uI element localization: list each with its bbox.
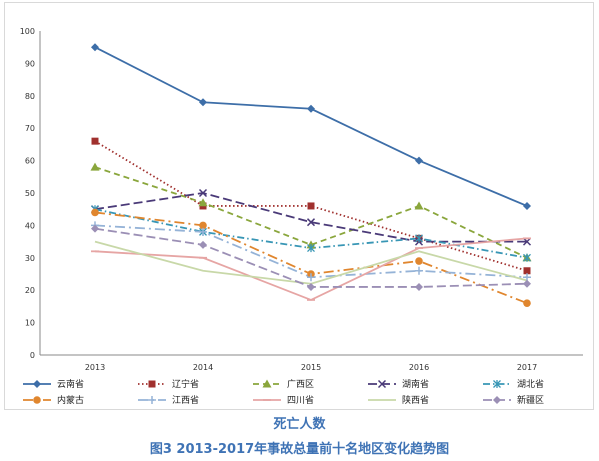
legend-label: 新疆区 bbox=[517, 394, 544, 406]
data-point bbox=[415, 266, 423, 275]
y-tick-label: 50 bbox=[25, 189, 35, 198]
y-tick-label: 10 bbox=[25, 319, 35, 328]
series-markers bbox=[90, 43, 532, 307]
data-point bbox=[523, 267, 531, 275]
chart-frame: 0 10 20 30 40 50 60 70 80 90 100 2013 2014 2015 2016 2… bbox=[4, 2, 594, 410]
y-tick-label: 20 bbox=[25, 286, 35, 295]
data-point bbox=[307, 104, 315, 113]
y-tick-label: 40 bbox=[25, 221, 35, 230]
data-point bbox=[90, 162, 100, 171]
y-tick-label: 60 bbox=[25, 157, 35, 166]
data-point bbox=[523, 299, 531, 307]
legend-label: 江西省 bbox=[172, 394, 199, 406]
x-tick-label: 2014 bbox=[193, 363, 213, 372]
legend-item: 湖南省 bbox=[368, 378, 429, 390]
series-line-2 bbox=[94, 166, 528, 259]
data-point bbox=[91, 43, 99, 52]
legend-marker bbox=[493, 380, 501, 388]
data-point bbox=[523, 253, 531, 262]
data-point bbox=[91, 137, 99, 145]
legend-item: 内蒙古 bbox=[23, 394, 84, 406]
data-point bbox=[307, 244, 315, 253]
data-point bbox=[306, 218, 316, 227]
x-tick-label: 2017 bbox=[517, 363, 537, 372]
legend-item: 云南省 bbox=[23, 378, 84, 390]
data-point bbox=[415, 282, 423, 291]
x-tick-label: 2015 bbox=[301, 363, 321, 372]
x-axis-title: 死亡人数 bbox=[273, 417, 326, 432]
data-point bbox=[91, 208, 99, 217]
legend-marker bbox=[493, 396, 501, 404]
legend-marker bbox=[262, 379, 272, 388]
y-tick-label: 30 bbox=[25, 254, 35, 263]
legend-item: 陕西省 bbox=[368, 394, 429, 406]
data-point bbox=[415, 156, 423, 165]
x-tick-label: 2013 bbox=[85, 363, 105, 372]
legend-item: 广西区 bbox=[253, 378, 314, 390]
legend-label: 广西区 bbox=[287, 378, 314, 390]
legend-marker bbox=[33, 396, 41, 404]
data-point bbox=[307, 273, 315, 282]
legend-label: 陕西省 bbox=[402, 394, 429, 406]
data-point bbox=[307, 282, 315, 291]
legend-item: 湖北省 bbox=[483, 378, 544, 390]
data-point bbox=[199, 98, 207, 107]
data-point bbox=[414, 201, 424, 210]
legend-label: 湖南省 bbox=[402, 378, 429, 390]
legend-label: 内蒙古 bbox=[57, 394, 84, 406]
series-line-0 bbox=[94, 46, 528, 207]
legend-item: 四川省 bbox=[253, 394, 314, 406]
data-point bbox=[522, 237, 532, 246]
y-tick-label: 0 bbox=[30, 351, 35, 360]
data-point bbox=[415, 234, 423, 243]
x-tick-label: 2016 bbox=[409, 363, 429, 372]
legend-item: 辽宁省 bbox=[138, 378, 199, 390]
legend-marker bbox=[33, 380, 41, 388]
y-tick-label: 90 bbox=[25, 59, 35, 68]
data-point bbox=[199, 240, 207, 249]
data-point bbox=[523, 201, 531, 210]
series-lines bbox=[94, 46, 528, 304]
data-point bbox=[199, 221, 207, 230]
y-tick-label: 70 bbox=[25, 124, 35, 133]
legend-marker bbox=[148, 380, 156, 388]
legend-label: 辽宁省 bbox=[172, 378, 199, 390]
data-point bbox=[198, 188, 208, 198]
data-point bbox=[91, 224, 99, 233]
y-tick-label: 100 bbox=[20, 27, 35, 36]
figure-caption: 图3 2013-2017年事故总量前十名地区变化趋势图 bbox=[149, 442, 450, 457]
data-point bbox=[523, 279, 531, 288]
data-point bbox=[198, 198, 208, 207]
legend-label: 云南省 bbox=[57, 378, 84, 390]
legend-label: 湖北省 bbox=[517, 378, 544, 390]
y-tick-label: 80 bbox=[25, 92, 35, 101]
series-line-3 bbox=[94, 192, 527, 243]
series-line-1 bbox=[94, 140, 528, 272]
legend-marker bbox=[377, 379, 387, 389]
legend-item: 新疆区 bbox=[483, 394, 544, 406]
data-point bbox=[199, 227, 207, 236]
legend-marker bbox=[148, 396, 156, 404]
legend-label: 四川省 bbox=[287, 394, 314, 406]
data-point bbox=[307, 202, 315, 210]
x-tick-labels: 2013 2014 2015 2016 2017 bbox=[85, 363, 537, 372]
y-tick-labels: 0 10 20 30 40 50 60 70 80 90 100 bbox=[20, 27, 35, 360]
legend-item: 江西省 bbox=[138, 394, 199, 406]
data-point bbox=[415, 257, 423, 265]
